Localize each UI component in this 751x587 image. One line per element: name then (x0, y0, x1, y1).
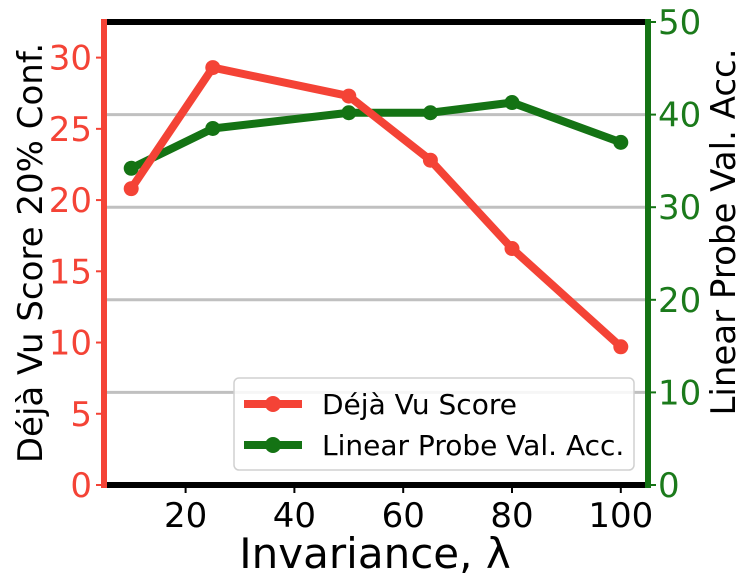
y-left-tick-label: 25 (49, 110, 92, 150)
y-right-tick-label: 20 (658, 281, 701, 321)
y-left-tick-label: 0 (70, 466, 92, 506)
data-point-linear-probe (341, 105, 357, 121)
legend-label-linear-probe: Linear Probe Val. Acc. (322, 429, 624, 462)
legend-swatch-deja-vu-marker (265, 396, 281, 412)
data-point-deja-vu (613, 339, 629, 355)
legend: Déjà Vu Score Linear Probe Val. Acc. (233, 377, 635, 471)
data-point-linear-probe (205, 120, 221, 136)
y-right-tick-label: 50 (658, 3, 701, 43)
y-right-tick-label: 30 (658, 188, 701, 228)
x-tick-label: 40 (273, 496, 316, 536)
series-layer (123, 60, 629, 355)
y-left-tick-label: 10 (49, 324, 92, 364)
data-point-linear-probe (422, 105, 438, 121)
y-right-axis-title: Linear Probe Val. Acc. (704, 48, 744, 415)
legend-label-deja-vu: Déjà Vu Score (322, 388, 517, 421)
legend-box (233, 377, 635, 471)
tick-labels: 0 5 10 15 20 25 30 0 10 20 30 40 50 20 40 60 80 100 (49, 3, 702, 536)
data-point-deja-vu (123, 181, 139, 197)
grid-lines (104, 113, 648, 394)
y-left-tick-label: 20 (49, 181, 92, 221)
y-left-tick-label: 15 (49, 252, 92, 292)
x-axis-title: Invariance, λ (239, 529, 510, 578)
data-point-linear-probe (123, 160, 139, 176)
data-point-deja-vu (205, 60, 221, 76)
series-line-deja-vu (127, 63, 625, 351)
axes-frame (101, 19, 651, 488)
series-line-linear-probe (127, 98, 625, 173)
data-point-deja-vu (422, 152, 438, 168)
data-point-deja-vu (504, 241, 520, 257)
x-tick-label: 60 (382, 496, 425, 536)
y-left-tick-label: 5 (70, 395, 92, 435)
data-point-linear-probe (613, 134, 629, 150)
legend-swatch-linear-probe-marker (265, 437, 281, 453)
x-tick-label: 20 (164, 496, 207, 536)
y-right-tick-label: 40 (658, 96, 701, 136)
x-tick-label: 100 (588, 496, 653, 536)
y-left-axis-title: Déjà Vu Score 20% Conf. (11, 43, 51, 463)
y-right-tick-label: 0 (658, 466, 680, 506)
data-point-linear-probe (504, 95, 520, 111)
y-left-tick-label: 30 (49, 39, 92, 79)
x-tick-label: 80 (490, 496, 533, 536)
data-point-deja-vu (341, 88, 357, 104)
y-right-tick-label: 10 (658, 373, 701, 413)
